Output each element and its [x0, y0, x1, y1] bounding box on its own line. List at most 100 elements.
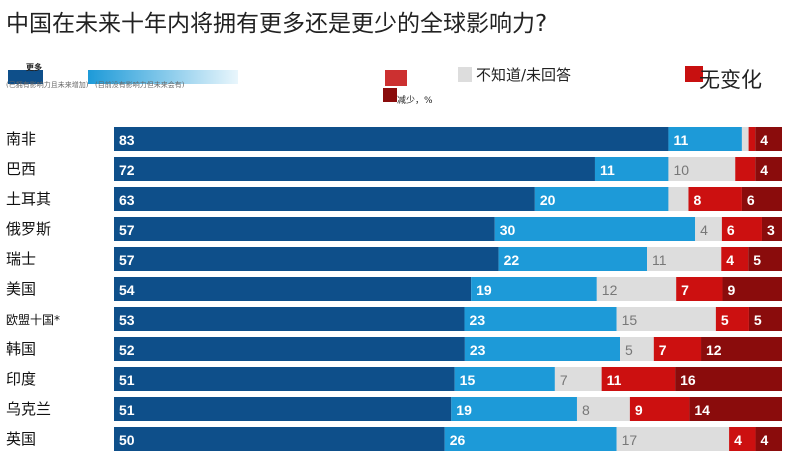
data-label: 4	[760, 162, 768, 178]
bar-segment-dark_red	[689, 397, 782, 421]
bar-segment-more_light	[498, 247, 648, 271]
data-label: 14	[694, 402, 710, 418]
data-label: 9	[727, 282, 735, 298]
data-label: 10	[673, 162, 689, 178]
bar-segment-more_dark	[114, 367, 455, 391]
data-label: 7	[560, 372, 568, 388]
data-label: 6	[747, 192, 755, 208]
category-label: 俄罗斯	[6, 220, 51, 238]
data-label: 7	[659, 342, 667, 358]
data-label: 4	[726, 252, 734, 268]
bar-segment-red	[715, 307, 749, 331]
legend-less: 减少，%	[397, 96, 433, 106]
bar-segment-more_light	[594, 157, 669, 181]
category-label: 欧盟十国*	[6, 313, 60, 327]
data-label: 11	[600, 162, 615, 178]
data-label: 9	[635, 402, 643, 418]
legend-swatch-no-change	[685, 66, 703, 82]
legend-swatch-more-dark	[8, 70, 43, 84]
bar-segment-more_dark	[114, 157, 595, 181]
data-label: 4	[700, 222, 708, 238]
bar-segment-more_dark	[114, 277, 472, 301]
data-label: 53	[119, 312, 135, 328]
bar-segment-dark_red	[748, 307, 782, 331]
data-label: 4	[760, 132, 768, 148]
bar-segment-red	[688, 187, 742, 211]
data-label: 20	[540, 192, 556, 208]
bar-segment-dont_know	[616, 427, 730, 451]
data-label: 11	[607, 372, 622, 388]
bar-segment-dark_red	[748, 247, 782, 271]
bar-segment-more_light	[454, 367, 555, 391]
bar-segment-dont_know	[741, 127, 749, 151]
bar-segment-more_dark	[114, 337, 465, 361]
legend-swatch-dark-red	[383, 88, 397, 102]
category-label: 南非	[6, 130, 36, 148]
data-label: 19	[456, 402, 472, 418]
bar-segment-red	[729, 427, 756, 451]
data-label: 17	[622, 432, 638, 448]
data-label: 72	[119, 162, 135, 178]
data-label: 26	[450, 432, 466, 448]
bar-segment-more_dark	[114, 427, 445, 451]
data-label: 5	[754, 312, 762, 328]
bar-segment-red	[748, 127, 756, 151]
bar-segment-dark_red	[722, 277, 782, 301]
category-label: 瑞士	[6, 250, 36, 268]
bar-segment-more_dark	[114, 127, 669, 151]
bar-segment-dark_red	[755, 127, 782, 151]
data-label: 51	[119, 372, 135, 388]
data-label: 5	[721, 312, 729, 328]
data-label: 23	[470, 312, 486, 328]
data-label: 52	[119, 342, 135, 358]
bar-segment-dont_know	[620, 337, 654, 361]
category-label: 美国	[6, 280, 36, 298]
bar-segment-red	[629, 397, 690, 421]
bar-segment-dont_know	[668, 187, 689, 211]
bar-segment-red	[721, 247, 749, 271]
bar-segment-more_light	[451, 397, 577, 421]
data-label: 8	[582, 402, 590, 418]
chart-title: 中国在未来十年内将拥有更多还是更少的全球影响力?	[6, 11, 548, 37]
bar-segment-red	[676, 277, 723, 301]
bar-segment-red	[735, 157, 756, 181]
bar-segment-more_light	[494, 217, 696, 241]
legend-swatch-red	[385, 70, 407, 86]
data-label: 63	[119, 192, 135, 208]
bar-segment-dont_know	[695, 217, 722, 241]
bar-segment-more_light	[668, 127, 742, 151]
data-label: 11	[673, 132, 688, 148]
bar-segment-dark_red	[755, 427, 782, 451]
data-label: 7	[681, 282, 689, 298]
bar-segment-more_light	[444, 427, 617, 451]
bar-segment-red	[601, 367, 676, 391]
bar-segment-dont_know	[576, 397, 630, 421]
data-label: 3	[767, 222, 775, 238]
data-label: 15	[460, 372, 476, 388]
data-label: 22	[504, 252, 520, 268]
bar-segment-dark_red	[741, 187, 782, 211]
bar-segment-more_dark	[114, 307, 465, 331]
bar-segment-dont_know	[596, 277, 677, 301]
bar-segment-dark_red	[675, 367, 782, 391]
bar-segment-more_light	[471, 277, 597, 301]
data-label: 12	[602, 282, 618, 298]
data-label: 30	[500, 222, 516, 238]
data-label: 83	[119, 132, 135, 148]
bar-segment-more_light	[464, 307, 617, 331]
bar-segment-red	[653, 337, 702, 361]
bar-segment-more_dark	[114, 217, 495, 241]
bar-segment-dont_know	[616, 307, 716, 331]
bar-segment-dark_red	[761, 217, 782, 241]
legend-more-sub-1: (已拥有影响力且未来增加)	[6, 81, 89, 89]
bar-segment-more_dark	[114, 397, 452, 421]
bar-segment-more_light	[464, 337, 621, 361]
legend-swatch-more-light	[88, 70, 238, 84]
bar-segment-more_dark	[114, 187, 535, 211]
category-label: 乌克兰	[6, 400, 51, 418]
bar-segment-dark_red	[755, 157, 782, 181]
data-label: 8	[693, 192, 701, 208]
data-label: 23	[470, 342, 486, 358]
category-label: 印度	[6, 370, 36, 388]
